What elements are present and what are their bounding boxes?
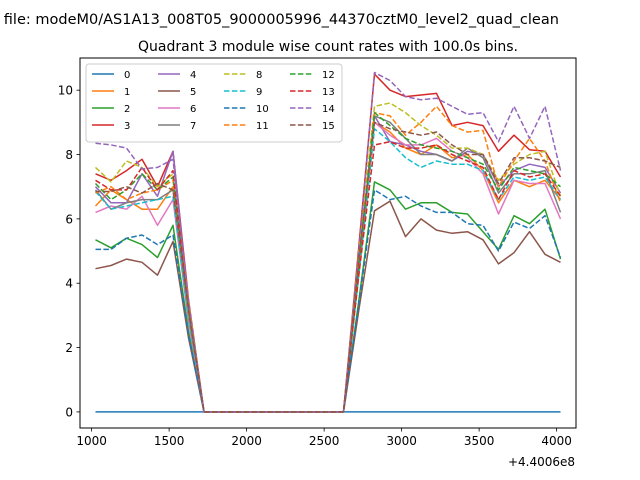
x-offset-label: +4.4006e8 [508,455,575,469]
legend-label-12: 12 [322,70,335,81]
chart-title: Quadrant 3 module wise count rates with … [138,39,518,55]
y-tick-label: 6 [65,212,73,226]
y-tick-label: 8 [65,148,73,162]
y-axis: 0 2 4 6 8 10 [58,84,80,419]
x-tick-label: 4000 [541,434,572,448]
legend-label-3: 3 [124,121,130,132]
legend-label-7: 7 [190,121,196,132]
series-line-5 [95,200,561,413]
series-line-13 [95,140,562,413]
series-line-1 [94,121,562,413]
legend-label-1: 1 [124,87,130,98]
x-axis: 1000 1500 2000 2500 3000 3500 4000 [76,428,572,448]
legend-label-5: 5 [190,87,196,98]
legend-label-10: 10 [256,104,269,115]
legend-label-8: 8 [256,70,262,81]
series-line-6 [95,121,562,413]
legend-label-14: 14 [322,104,335,115]
legend-frame [85,63,343,143]
y-tick-label: 4 [65,277,73,291]
legend-label-15: 15 [322,121,335,132]
legend-label-9: 9 [256,87,262,98]
legend-label-11: 11 [256,121,269,132]
y-tick-label: 10 [58,84,73,98]
x-tick-label: 3000 [386,434,417,448]
series-line-10 [95,189,562,413]
legend-label-4: 4 [190,70,196,81]
x-tick-label: 1500 [154,434,185,448]
x-tick-label: 1000 [76,434,107,448]
legend-label-13: 13 [322,87,335,98]
series-line-12 [94,111,561,413]
y-tick-label: 2 [65,341,73,355]
figure-suptitle: n file: modeM0/AS1A13_008T05_9000005996_… [0,12,559,28]
legend-label-2: 2 [124,104,130,115]
y-tick-label: 0 [65,405,73,419]
plot-lines [94,71,562,413]
axes-frame [79,57,577,429]
x-tick-label: 2000 [231,434,262,448]
legend-label-6: 6 [190,104,196,115]
series-line-15 [95,121,561,413]
series-line-2 [95,181,562,413]
x-tick-label: 3500 [464,434,495,448]
legend-label-0: 0 [124,70,130,81]
x-tick-label: 2500 [309,434,340,448]
